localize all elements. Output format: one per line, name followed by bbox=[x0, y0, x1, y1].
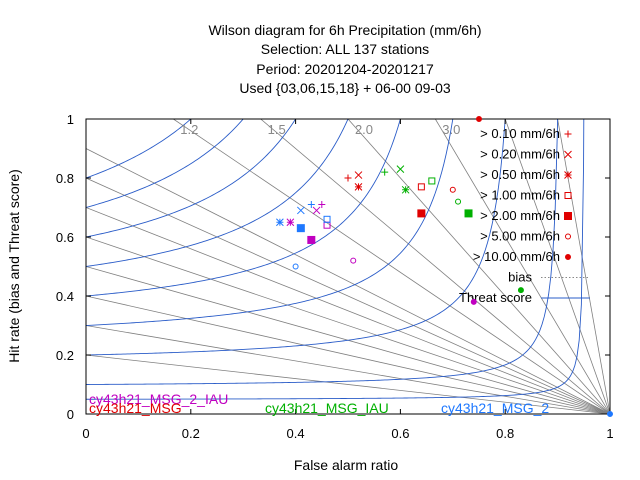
data-point bbox=[470, 298, 477, 305]
title-line-4: Used {03,06,15,18} + 06-00 09-03 bbox=[239, 80, 451, 96]
series-label-msg: cy43h21_MSG bbox=[89, 400, 182, 416]
y-tick-label: 0.4 bbox=[56, 289, 74, 304]
threat-score-curve bbox=[86, 119, 506, 356]
series-label-msg-2: cy43h21_MSG_2 bbox=[441, 400, 549, 416]
legend-label: > 0.10 mm/6h bbox=[480, 126, 560, 141]
bias-labels: 1.2 1.5 2.0 3.0 bbox=[180, 122, 460, 137]
bias-ray bbox=[86, 148, 610, 414]
bias-ray bbox=[86, 236, 610, 414]
x-axis-label: False alarm ratio bbox=[294, 457, 398, 473]
y-tick-label: 1 bbox=[67, 112, 74, 127]
legend-marker bbox=[565, 233, 571, 240]
threat-score-curve bbox=[86, 119, 454, 326]
data-point bbox=[344, 174, 352, 182]
bias-ray bbox=[86, 325, 610, 414]
series-label-msg-iau: cy43h21_MSG_IAU bbox=[265, 400, 389, 416]
threat-score-curve bbox=[86, 119, 192, 179]
y-axis-label: Hit rate (bias and Threat score) bbox=[6, 169, 22, 363]
y-tick-label: 0.2 bbox=[56, 348, 74, 363]
legend-label: bias bbox=[508, 270, 532, 285]
bias-ray bbox=[173, 119, 610, 414]
x-tick-label: 0 bbox=[82, 426, 89, 441]
x-tick-label: 0.2 bbox=[182, 426, 200, 441]
title-line-1: Wilson diagram for 6h Precipitation (mm/… bbox=[208, 22, 481, 38]
y-tick-label: 0.6 bbox=[56, 230, 74, 245]
data-point bbox=[318, 201, 326, 209]
legend-marker bbox=[564, 192, 572, 199]
data-point bbox=[312, 206, 321, 215]
plot-frame bbox=[85, 118, 611, 415]
y-axis-ticks: 0 0.2 0.4 0.6 0.8 1 bbox=[56, 112, 610, 422]
x-tick-label: 0.6 bbox=[391, 426, 409, 441]
data-point bbox=[276, 218, 284, 227]
bias-ray bbox=[86, 354, 610, 414]
data-point bbox=[607, 411, 613, 417]
title-line-3: Period: 20201204-20201217 bbox=[256, 61, 434, 77]
data-point bbox=[323, 215, 331, 223]
bias-label: 1.2 bbox=[180, 122, 198, 137]
data-point bbox=[476, 116, 482, 122]
data-point bbox=[354, 171, 363, 179]
threat-score-curve bbox=[86, 119, 585, 400]
legend-marker bbox=[565, 254, 571, 260]
bias-ray bbox=[86, 207, 610, 414]
threat-score-curve bbox=[86, 119, 244, 208]
bias-ray bbox=[86, 177, 610, 414]
x-axis-ticks: 0 0.2 0.4 0.6 0.8 1 bbox=[82, 119, 614, 441]
data-point bbox=[292, 263, 299, 270]
data-point bbox=[354, 182, 363, 191]
data-point bbox=[381, 168, 389, 176]
legend: > 0.10 mm/6h > 0.20 mm/6h > 0.50 mm/6h > 1.… bbox=[459, 126, 590, 305]
x-tick-label: 0.8 bbox=[496, 426, 514, 441]
legend-marker bbox=[564, 171, 572, 179]
legend-label: > 10.00 mm/6h bbox=[473, 249, 560, 264]
data-point bbox=[455, 198, 462, 205]
threat-score-curve bbox=[86, 119, 559, 385]
threat-score-curve bbox=[86, 119, 349, 267]
threat-score-curves bbox=[86, 119, 585, 400]
legend-marker bbox=[564, 150, 572, 159]
x-tick-label: 0.4 bbox=[287, 426, 305, 441]
data-point bbox=[396, 165, 405, 174]
y-tick-label: 0.8 bbox=[56, 171, 74, 186]
legend-label: > 0.20 mm/6h bbox=[480, 147, 560, 162]
data-point bbox=[307, 201, 315, 209]
threat-score-curve bbox=[86, 119, 297, 238]
data-point bbox=[286, 218, 295, 227]
legend-marker bbox=[564, 130, 572, 138]
bias-ray bbox=[557, 119, 610, 414]
data-point bbox=[464, 209, 473, 218]
legend-marker bbox=[564, 212, 572, 220]
legend-label: > 0.50 mm/6h bbox=[480, 167, 560, 182]
data-point bbox=[307, 235, 316, 244]
bias-label: 1.5 bbox=[268, 122, 286, 137]
x-tick-label: 1 bbox=[606, 426, 613, 441]
bias-label: 3.0 bbox=[442, 122, 460, 137]
bias-ray bbox=[504, 119, 610, 414]
data-point bbox=[449, 186, 456, 193]
bias-label: 2.0 bbox=[355, 122, 373, 137]
threat-score-curve bbox=[86, 119, 401, 297]
legend-label: > 5.00 mm/6h bbox=[480, 229, 560, 244]
data-point bbox=[417, 183, 425, 191]
data-point bbox=[296, 224, 305, 233]
data-point bbox=[350, 257, 357, 264]
bias-rays bbox=[86, 119, 610, 414]
title-line-2: Selection: ALL 137 stations bbox=[261, 41, 429, 57]
data-points bbox=[276, 116, 613, 417]
data-point bbox=[401, 185, 410, 194]
data-point bbox=[417, 209, 426, 218]
data-point bbox=[428, 177, 436, 185]
y-tick-label: 0 bbox=[67, 407, 74, 422]
legend-label: > 2.00 mm/6h bbox=[480, 208, 560, 223]
legend-label: > 1.00 mm/6h bbox=[480, 188, 560, 203]
legend-label: Threat score bbox=[459, 290, 532, 305]
bias-ray bbox=[434, 119, 610, 414]
series-label-msg-2-iau: cy43h21_MSG_2_IAU bbox=[89, 391, 228, 407]
data-point bbox=[296, 206, 305, 215]
data-point bbox=[517, 287, 524, 294]
